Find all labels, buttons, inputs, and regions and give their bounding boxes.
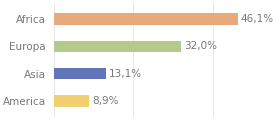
Bar (53, 41, 181, 52)
Bar (53, 95, 89, 107)
Text: 8,9%: 8,9% (92, 96, 119, 106)
Text: 32,0%: 32,0% (185, 41, 218, 51)
Bar (53, 13, 238, 25)
Bar (53, 68, 106, 79)
Text: 46,1%: 46,1% (241, 14, 274, 24)
Text: 13,1%: 13,1% (109, 69, 142, 79)
